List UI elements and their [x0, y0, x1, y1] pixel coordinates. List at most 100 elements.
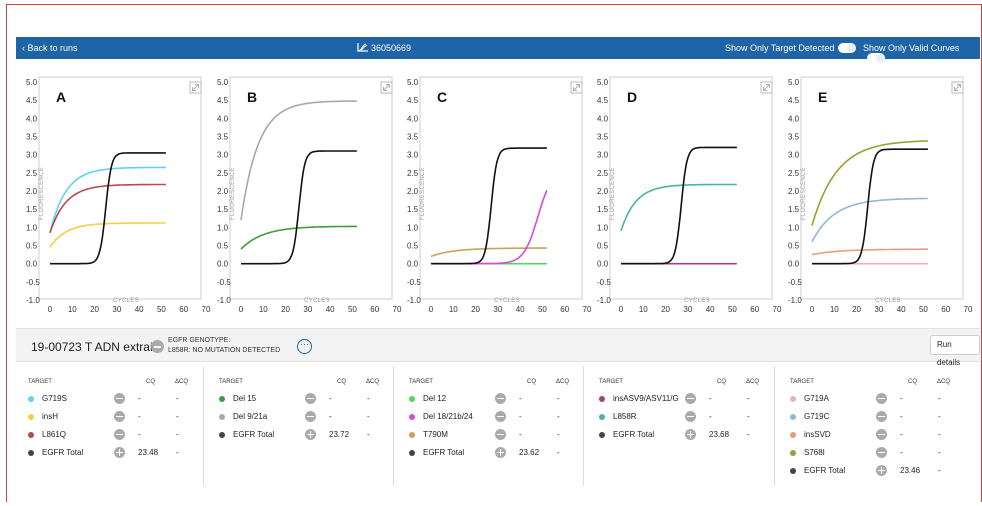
- y-tick-label: 2.5: [597, 169, 609, 178]
- y-tick-label: 5.0: [26, 78, 38, 87]
- cq-value: 23.72: [329, 430, 350, 439]
- y-tick-label: 4.5: [26, 96, 38, 105]
- table-row: insSVD - -: [778, 428, 962, 446]
- table-row: G719S - -: [16, 392, 200, 410]
- target-color-dot: [219, 396, 225, 402]
- toggle-switch[interactable]: [867, 53, 885, 63]
- target-table: TARGET CQ ΔCQ insASV9/ASV11/G - - L858R - - EGFR …: [587, 366, 771, 496]
- panel-letter: B: [247, 89, 257, 105]
- y-tick-label: 1.0: [26, 223, 38, 232]
- y-tick-label: 1.0: [407, 223, 419, 232]
- target-name: Del 12: [423, 394, 447, 403]
- cq-value: -: [138, 430, 141, 439]
- genotype-value: L858R: NO MUTATION DETECTED: [168, 347, 281, 354]
- cq-value: -: [519, 412, 522, 421]
- y-axis-title: FLUORESCENCE: [801, 167, 807, 220]
- target-tables: TARGET CQ ΔCQ G719S - - insH - - L861Q - - EGFR Tota…: [16, 366, 980, 496]
- amplification-curve: [240, 225, 357, 250]
- target-name: EGFR Total: [804, 466, 846, 475]
- chart-panel-c: 5.0 4.5 4.0 3.5 3.0 2.5 2.0 1.5 1.0 0.5 0.0 -0.5 -1.…: [397, 62, 592, 320]
- cq-value: 23.62: [519, 448, 540, 457]
- x-tick-label: 40: [706, 305, 715, 314]
- plot-area: [38, 76, 202, 300]
- x-tick-label: 50: [157, 305, 166, 314]
- delta-cq-value: -: [367, 394, 370, 403]
- y-tick-label: 1.5: [26, 205, 38, 214]
- target-color-dot: [790, 396, 796, 402]
- y-axis-title: FLUORESCENCE: [230, 167, 236, 220]
- target-column-header: TARGET: [599, 379, 623, 385]
- not-detected-minus-icon: [305, 411, 316, 422]
- not-detected-minus-icon: [876, 393, 887, 404]
- expand-icon[interactable]: [951, 81, 964, 94]
- panel-letter: D: [627, 89, 637, 105]
- table-row: Del 15 - -: [207, 392, 391, 410]
- x-tick-label: 60: [179, 305, 188, 314]
- expand-icon[interactable]: [380, 81, 393, 94]
- cq-value: -: [709, 394, 712, 403]
- y-tick-label: -0.5: [26, 278, 40, 287]
- cq-value: -: [519, 430, 522, 439]
- y-tick-label: 3.5: [26, 133, 38, 142]
- expand-icon[interactable]: [760, 81, 773, 94]
- table-divider: [774, 366, 775, 486]
- y-tick-label: 1.0: [597, 223, 609, 232]
- amplification-charts: 5.0 4.5 4.0 3.5 3.0 2.5 2.0 1.5 1.0 0.5 0.0 -0.5 -1.…: [16, 62, 980, 320]
- toggle-switch[interactable]: [838, 43, 857, 53]
- x-tick-label: 30: [874, 305, 883, 314]
- y-tick-label: 2.0: [217, 187, 229, 196]
- cq-column-header: CQ: [717, 379, 726, 385]
- x-axis-title: CYCLES: [684, 298, 710, 304]
- amplification-curve: [811, 140, 928, 226]
- x-tick-label: 40: [897, 305, 906, 314]
- target-color-dot: [28, 414, 34, 420]
- expand-icon[interactable]: [570, 81, 583, 94]
- target-color-dot: [599, 432, 605, 438]
- toggle-target-detected[interactable]: Show Only Target Detected: [725, 43, 857, 53]
- chart-svg: 5.0 4.5 4.0 3.5 3.0 2.5 2.0 1.5 1.0 0.5 0.0 -0.5 -1.…: [597, 76, 782, 314]
- y-tick-label: 4.0: [407, 114, 419, 123]
- detected-plus-icon: [876, 465, 887, 476]
- run-details-button[interactable]: Run details: [930, 335, 980, 367]
- x-tick-label: 60: [560, 305, 569, 314]
- y-tick-label: 2.0: [26, 187, 38, 196]
- y-tick-label: 3.5: [788, 133, 800, 142]
- y-tick-label: -1.0: [26, 296, 40, 305]
- not-detected-minus-icon: [876, 411, 887, 422]
- amplification-curve: [620, 183, 737, 232]
- cq-value: 23.68: [709, 430, 730, 439]
- cq-value: -: [329, 412, 332, 421]
- expand-icon[interactable]: [189, 81, 202, 94]
- toggle-valid-curves[interactable]: Show Only Valid Curves: [863, 43, 980, 63]
- y-tick-label: -0.5: [788, 278, 802, 287]
- target-column-header: TARGET: [28, 379, 52, 385]
- x-tick-label: 30: [493, 305, 502, 314]
- amplification-chart-icon: [357, 43, 368, 52]
- x-tick-label: 70: [202, 305, 211, 314]
- x-tick-label: 70: [964, 305, 973, 314]
- back-to-runs-link[interactable]: ‹ Back to runs: [22, 43, 78, 53]
- y-tick-label: 3.0: [26, 151, 38, 160]
- table-row: Del 9/21a - -: [207, 410, 391, 428]
- target-name: S768I: [804, 448, 825, 457]
- delta-cq-column-header: ΔCQ: [746, 379, 760, 385]
- table-row: G719A - -: [778, 392, 962, 410]
- y-tick-label: 3.0: [788, 151, 800, 160]
- chart-panel-d: 5.0 4.5 4.0 3.5 3.0 2.5 2.0 1.5 1.0 0.5 0.0 -0.5 -1.…: [587, 62, 782, 320]
- y-tick-label: 4.0: [788, 114, 800, 123]
- x-tick-label: 10: [259, 305, 268, 314]
- amplification-curve: [50, 152, 166, 265]
- top-bar: ‹ Back to runs 36050669 Show Only Target…: [16, 37, 980, 63]
- y-tick-label: -1.0: [407, 296, 421, 305]
- y-tick-label: 0.0: [26, 260, 38, 269]
- y-tick-label: -1.0: [597, 296, 611, 305]
- amplification-curve: [241, 150, 357, 265]
- panel-letter: E: [818, 89, 827, 105]
- y-tick-label: 1.0: [217, 223, 229, 232]
- y-tick-label: 0.0: [788, 260, 800, 269]
- y-tick-label: 4.5: [217, 96, 229, 105]
- y-tick-label: 2.5: [407, 169, 419, 178]
- table-divider: [583, 366, 584, 486]
- more-options-button[interactable]: ···: [297, 339, 312, 354]
- x-tick-label: 70: [393, 305, 402, 314]
